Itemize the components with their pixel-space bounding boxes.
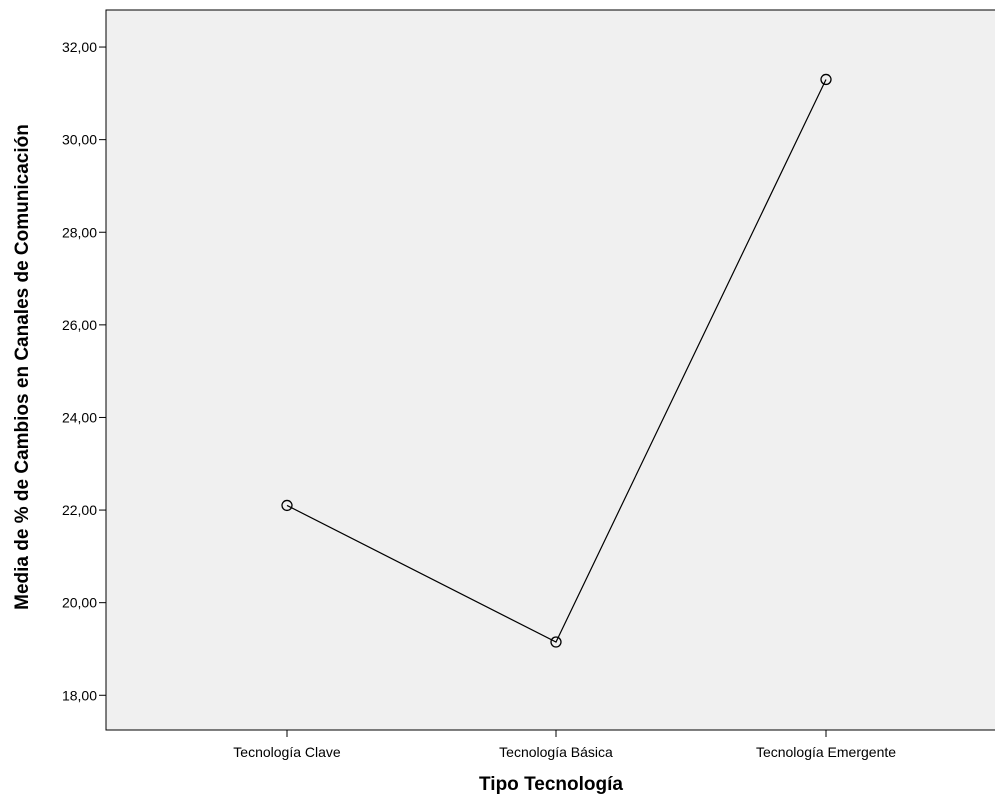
y-tick-label: 24,00 xyxy=(62,409,97,425)
x-tick-label: Tecnología Básica xyxy=(499,744,613,760)
plot-area xyxy=(105,9,995,731)
y-tick-label: 32,00 xyxy=(62,39,97,55)
y-tick-label: 22,00 xyxy=(62,502,97,518)
y-tick-label: 18,00 xyxy=(62,687,97,703)
y-tick-label: 28,00 xyxy=(62,224,97,240)
x-axis-title: Tipo Tecnología xyxy=(479,774,623,795)
x-tick-label: Tecnología Clave xyxy=(233,744,341,760)
y-tick-label: 20,00 xyxy=(62,595,97,611)
y-tick-label: 26,00 xyxy=(62,317,97,333)
series-line xyxy=(286,79,827,643)
y-axis: 18,00 20,00 22,00 24,00 26,00 28,00 30,00 32,00 xyxy=(62,39,106,703)
x-tick-label: Tecnología Emergente xyxy=(756,744,896,760)
data-point xyxy=(281,499,293,512)
y-axis-title: Media de % de Cambios en Canales de Comu… xyxy=(12,124,33,610)
y-tick-label: 30,00 xyxy=(62,132,97,148)
data-point xyxy=(550,636,562,648)
data-points xyxy=(281,73,832,648)
data-point xyxy=(820,73,832,86)
x-axis: Tecnología Clave Tecnología Básica Tecnolo… xyxy=(233,730,896,760)
